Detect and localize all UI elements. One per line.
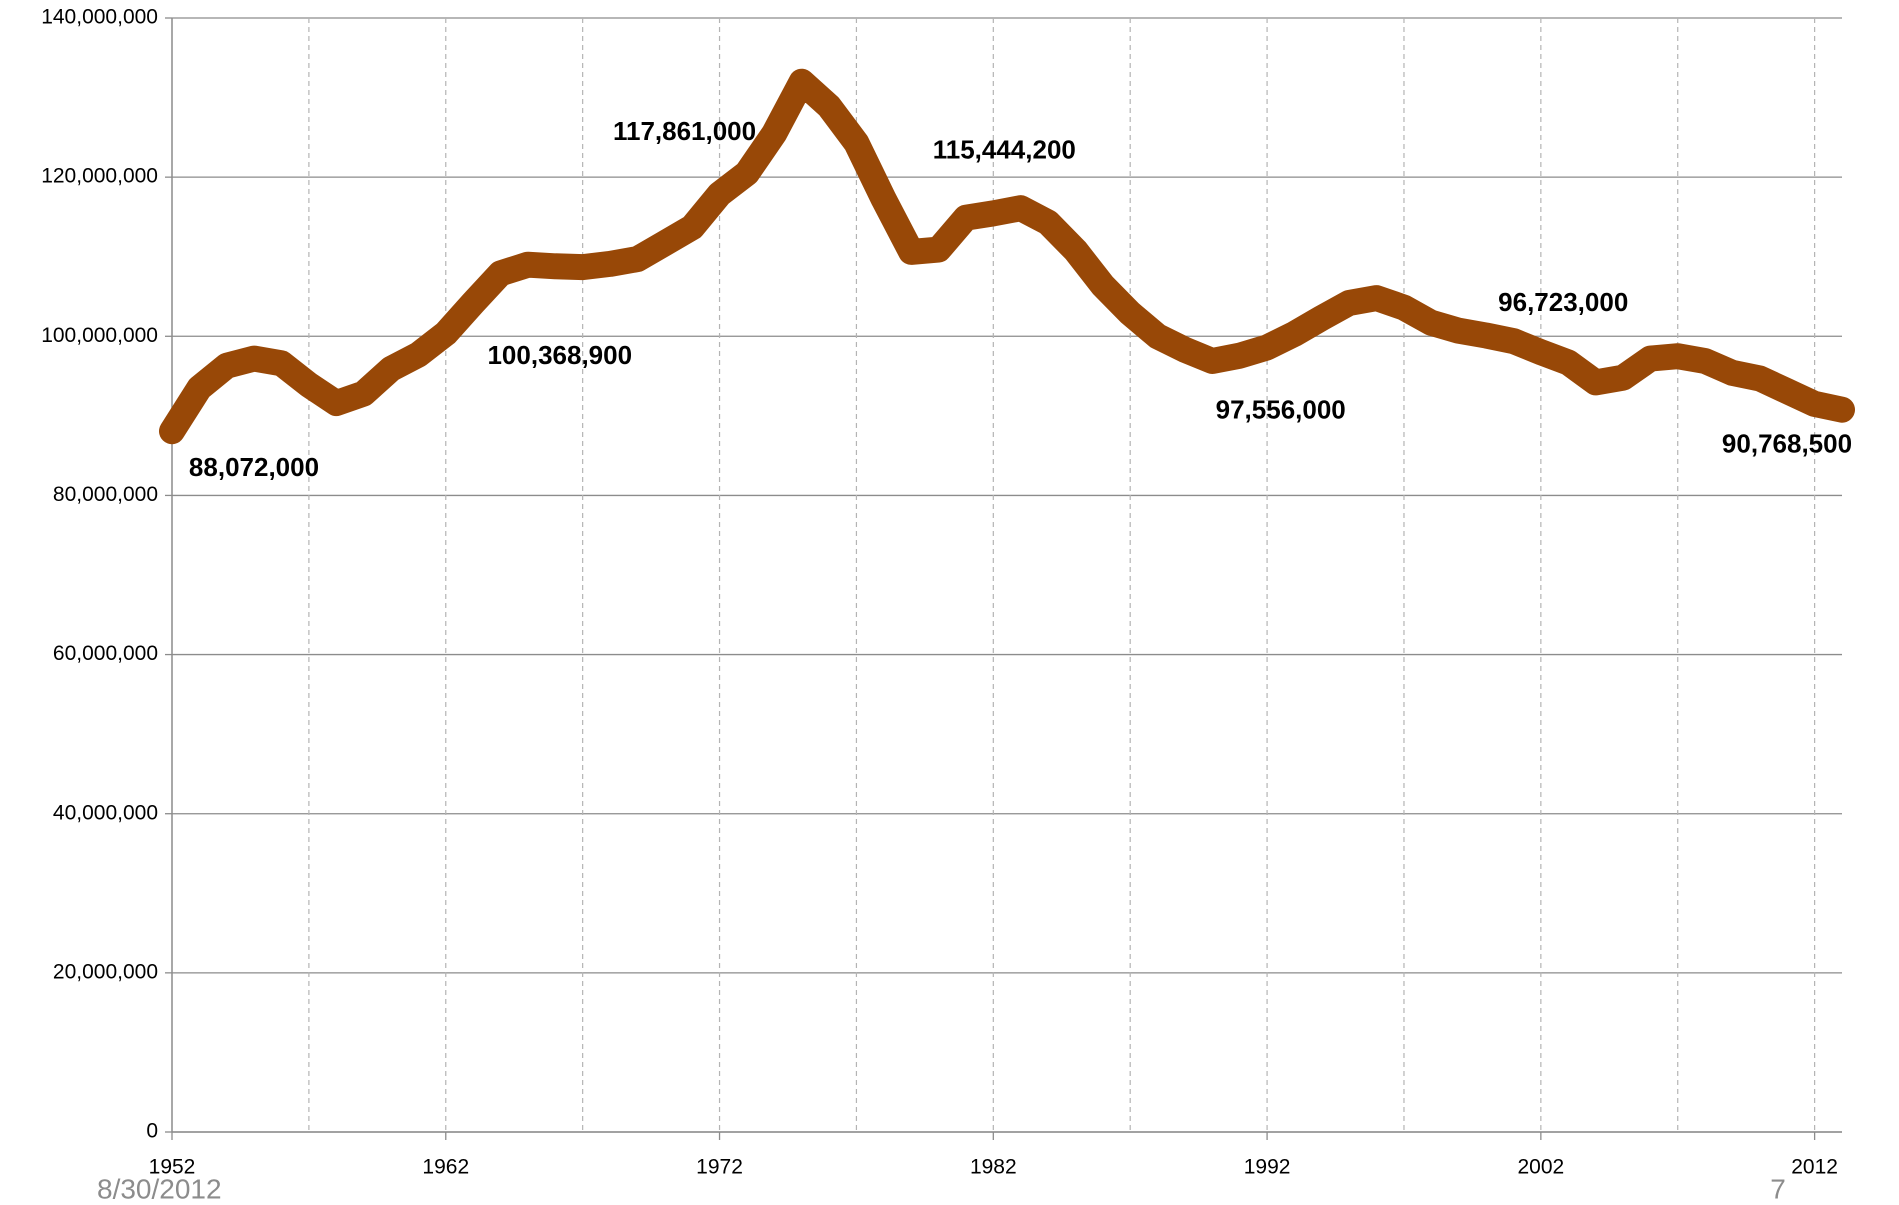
footer-date: 8/30/2012 <box>97 1173 222 1204</box>
y-tick-label: 40,000,000 <box>53 801 158 824</box>
data-label: 117,861,000 <box>613 116 756 146</box>
data-label: 90,768,500 <box>1722 429 1852 459</box>
y-tick-label: 20,000,000 <box>53 960 158 983</box>
data-label: 100,368,900 <box>487 340 632 370</box>
data-label: 97,556,000 <box>1216 395 1346 425</box>
y-tick-label: 120,000,000 <box>41 165 158 188</box>
y-tick-label: 100,000,000 <box>41 324 158 347</box>
data-line <box>159 68 1855 445</box>
y-tick-label: 0 <box>146 1120 158 1143</box>
x-tick-label: 1972 <box>696 1156 743 1179</box>
y-tick-label: 140,000,000 <box>41 6 158 29</box>
x-tick-label: 1982 <box>970 1156 1017 1179</box>
data-label: 88,072,000 <box>189 452 319 482</box>
y-tick-label: 80,000,000 <box>53 483 158 506</box>
x-tick-label: 1992 <box>1244 1156 1291 1179</box>
y-tick-label: 60,000,000 <box>53 642 158 665</box>
data-label: 96,723,000 <box>1498 287 1628 317</box>
x-tick-label: 2002 <box>1517 1156 1564 1179</box>
x-tick-label: 1962 <box>422 1156 469 1179</box>
footer-page: 7 <box>1770 1173 1786 1204</box>
x-tick-label: 1952 <box>149 1156 196 1179</box>
x-tick-label: 2012 <box>1791 1156 1838 1179</box>
data-label: 115,444,200 <box>933 134 1076 164</box>
